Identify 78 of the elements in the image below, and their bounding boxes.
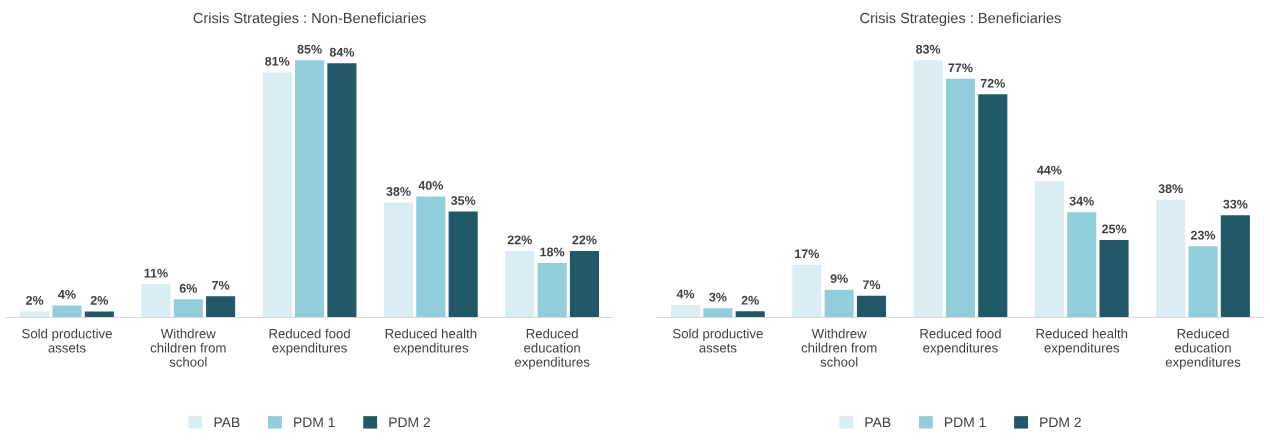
- data-label: 4%: [58, 289, 76, 299]
- x-tick-label: Withdrew children from school: [150, 328, 226, 367]
- bar: [141, 284, 171, 318]
- data-label: 6%: [179, 283, 197, 293]
- data-label: 35%: [450, 196, 476, 205]
- legend-label: PAB: [214, 417, 240, 428]
- bar: [824, 289, 854, 318]
- bar: [383, 202, 414, 318]
- data-label: 23%: [1190, 230, 1216, 240]
- bar: [262, 72, 292, 318]
- data-label: 17%: [795, 249, 819, 259]
- x-tick-label: Reduced health expenditures: [1036, 328, 1128, 356]
- data-label: 18%: [540, 247, 565, 257]
- bar: [537, 263, 567, 318]
- bar: [945, 78, 975, 318]
- data-label: 40%: [418, 180, 444, 190]
- bar: [20, 311, 50, 318]
- data-label: 81%: [265, 56, 290, 66]
- bar: [327, 63, 357, 318]
- bar: [84, 311, 114, 318]
- data-label: 44%: [1037, 165, 1062, 175]
- data-label: 2%: [741, 295, 759, 305]
- legend-label: PDM 2: [1040, 417, 1081, 428]
- data-label: 7%: [863, 280, 881, 290]
- bar: [416, 196, 446, 318]
- bar: [52, 305, 82, 318]
- chart-title: Crisis Strategies : Non-Beneficiaries: [193, 12, 426, 27]
- data-label: 25%: [1101, 224, 1127, 234]
- data-label: 33%: [1223, 199, 1248, 209]
- x-tick-label: Reduced education expenditures: [1165, 328, 1241, 370]
- x-tick-label: Reduced food expenditures: [269, 328, 350, 356]
- bar: [505, 250, 535, 318]
- legend-label: PDM 1: [294, 417, 335, 428]
- legend-label: PAB: [865, 417, 891, 428]
- data-label: 83%: [915, 44, 941, 54]
- data-label: 7%: [212, 280, 230, 290]
- bar: [670, 305, 701, 318]
- data-label: 38%: [386, 187, 411, 196]
- data-label: 2%: [26, 295, 44, 305]
- bar: [1034, 181, 1064, 318]
- bar: [978, 94, 1008, 318]
- data-label: 85%: [297, 44, 322, 54]
- bar: [569, 250, 600, 318]
- data-label: 72%: [980, 78, 1005, 88]
- x-tick-label: Sold productive assets: [22, 328, 112, 353]
- bar: [1067, 212, 1097, 318]
- data-label: 22%: [572, 235, 597, 245]
- data-label: 4%: [676, 289, 695, 299]
- legend-label: PDM 1: [945, 417, 986, 428]
- data-label: 2%: [90, 295, 109, 305]
- bar: [1188, 246, 1218, 318]
- bar: [295, 60, 325, 318]
- x-tick-label: Sold productive assets: [672, 328, 763, 353]
- bar: [913, 60, 943, 318]
- legend-label: PDM 2: [389, 417, 430, 428]
- data-label: 3%: [709, 292, 727, 302]
- x-tick-label: Reduced education expenditures: [514, 328, 590, 370]
- bar: [1156, 199, 1186, 318]
- data-label: 11%: [144, 268, 168, 278]
- bar: [1220, 215, 1250, 318]
- bar: [703, 308, 733, 318]
- data-label: 84%: [329, 47, 355, 57]
- x-tick-label: Reduced food expenditures: [920, 328, 1001, 356]
- x-tick-label: Reduced health expenditures: [385, 328, 477, 356]
- data-label: 77%: [948, 63, 973, 73]
- bar: [735, 311, 765, 318]
- data-label: 38%: [1158, 184, 1183, 194]
- bar: [1099, 240, 1129, 318]
- bar: [856, 295, 887, 318]
- chart-title: Crisis Strategies : Beneficiaries: [860, 12, 1061, 27]
- bar: [792, 264, 822, 318]
- data-label: 22%: [507, 235, 532, 245]
- bar: [206, 296, 236, 318]
- bar: [448, 211, 478, 318]
- x-tick-label: Withdrew children from school: [801, 328, 877, 367]
- bar: [173, 299, 203, 318]
- data-label: 34%: [1069, 196, 1094, 206]
- data-label: 9%: [830, 274, 848, 283]
